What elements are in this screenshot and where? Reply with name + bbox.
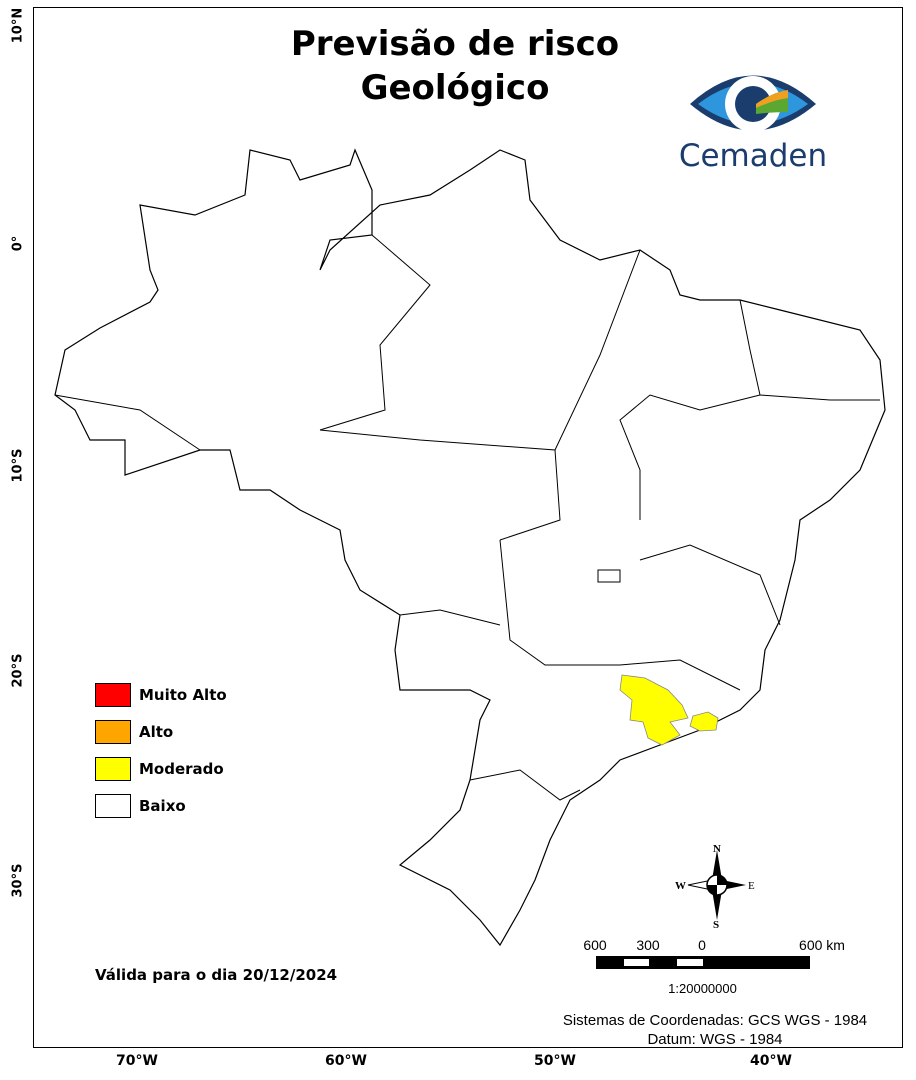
brazil-outline xyxy=(54,148,886,947)
map-frame xyxy=(33,7,903,1048)
legend-item-muito-alto: Muito Alto xyxy=(95,683,227,707)
compass-rose-icon: N S E W xyxy=(675,843,755,930)
scale-label: 600 km xyxy=(799,937,845,953)
legend-item-moderado: Moderado xyxy=(95,757,224,781)
coordinate-system: Sistemas de Coordenadas: GCS WGS - 1984 xyxy=(562,1012,868,1029)
legend-swatch xyxy=(95,720,131,744)
compass-e: E xyxy=(748,880,755,892)
map-title-line2: Geológico xyxy=(360,68,550,108)
scale-label: 300 xyxy=(636,937,660,953)
scale-bar xyxy=(596,956,810,969)
lon-label: 70°W xyxy=(116,1053,158,1069)
legend-label: Alto xyxy=(139,723,174,741)
legend-label: Baixo xyxy=(139,797,186,815)
logo-text: Cemaden xyxy=(678,138,828,174)
lon-label: 60°W xyxy=(325,1053,367,1069)
compass-s: S xyxy=(713,919,719,930)
moderate-area-rj xyxy=(689,711,719,732)
legend-label: Muito Alto xyxy=(139,686,227,704)
moderate-risk-areas xyxy=(619,674,719,746)
moderate-area-sp-mg xyxy=(619,674,689,746)
datum: Datum: WGS - 1984 xyxy=(647,1031,783,1048)
map-title-line1: Previsão de risco xyxy=(290,24,620,64)
scale-ratio: 1:20000000 xyxy=(668,981,737,996)
legend-swatch xyxy=(95,794,131,818)
compass-w: W xyxy=(675,880,686,892)
scale-label: 0 xyxy=(698,937,706,953)
compass-n: N xyxy=(713,843,721,855)
legend-label: Moderado xyxy=(139,760,224,778)
state-borders xyxy=(54,234,880,801)
lon-label: 50°W xyxy=(534,1053,576,1069)
legend-item-alto: Alto xyxy=(95,720,173,744)
legend-swatch xyxy=(95,683,131,707)
legend-swatch xyxy=(95,757,131,781)
lon-label: 40°W xyxy=(750,1053,792,1069)
cemaden-logo-icon xyxy=(690,75,816,132)
validity-date: Válida para o dia 20/12/2024 xyxy=(95,966,338,984)
legend-item-baixo: Baixo xyxy=(95,794,186,818)
scale-label: 600 xyxy=(583,937,607,953)
